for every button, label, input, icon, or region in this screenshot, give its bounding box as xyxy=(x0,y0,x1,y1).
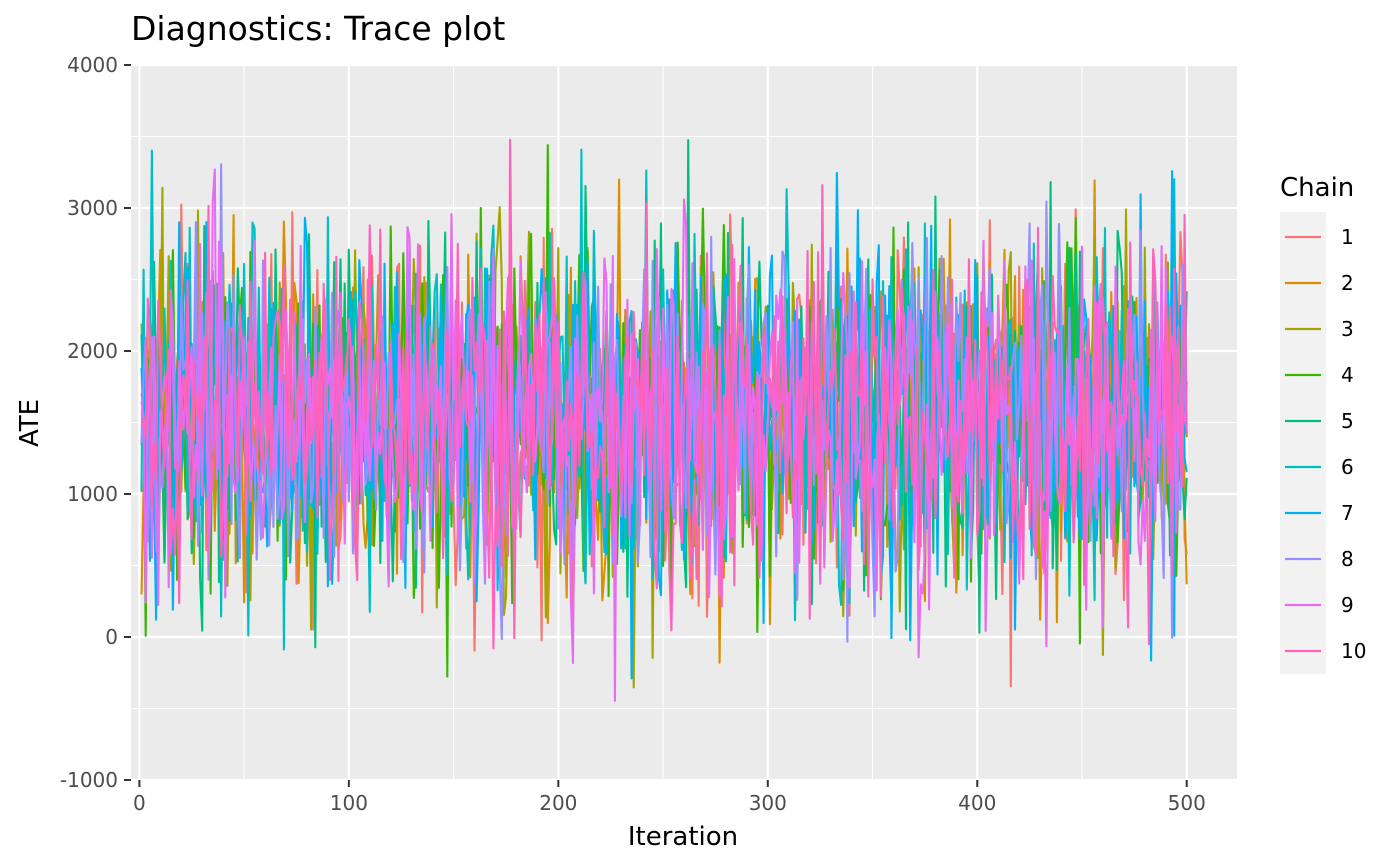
x-tick-label: 300 xyxy=(749,791,787,815)
chart-title: Diagnostics: Trace plot xyxy=(131,9,505,48)
legend-label-chain-6: 6 xyxy=(1341,455,1354,479)
legend-label-chain-10: 10 xyxy=(1341,639,1366,663)
legend-label-chain-5: 5 xyxy=(1341,409,1354,433)
y-tick-label: 4000 xyxy=(67,53,118,77)
y-tick-label: 1000 xyxy=(67,482,118,506)
legend-label-chain-1: 1 xyxy=(1341,225,1354,249)
legend-label-chain-9: 9 xyxy=(1341,593,1354,617)
x-axis: 0 100 200 300 400 500 xyxy=(133,780,1206,815)
legend-label-chain-4: 4 xyxy=(1341,363,1354,387)
y-tick-label: -1000 xyxy=(60,768,118,792)
x-tick-label: 200 xyxy=(539,791,577,815)
legend-label-chain-3: 3 xyxy=(1341,317,1354,341)
legend: Chain 1 2 3 4 5 6 7 8 9 10 xyxy=(1280,173,1366,674)
y-axis: -1000 0 1000 2000 3000 4000 xyxy=(60,53,131,792)
y-tick-label: 3000 xyxy=(67,196,118,220)
legend-label-chain-8: 8 xyxy=(1341,547,1354,571)
y-tick-label: 0 xyxy=(105,625,118,649)
x-tick-label: 400 xyxy=(958,791,996,815)
x-tick-label: 0 xyxy=(133,791,146,815)
legend-label-chain-2: 2 xyxy=(1341,271,1354,295)
legend-label-chain-7: 7 xyxy=(1341,501,1354,525)
series-lines xyxy=(140,138,1188,702)
x-tick-label: 500 xyxy=(1168,791,1206,815)
x-axis-title: Iteration xyxy=(628,822,738,852)
y-tick-label: 2000 xyxy=(67,339,118,363)
x-tick-label: 100 xyxy=(330,791,368,815)
legend-title: Chain xyxy=(1280,173,1354,203)
y-axis-title: ATE xyxy=(15,399,45,447)
series-line-chain-10 xyxy=(140,138,1188,650)
legend-key-background xyxy=(1280,212,1326,674)
